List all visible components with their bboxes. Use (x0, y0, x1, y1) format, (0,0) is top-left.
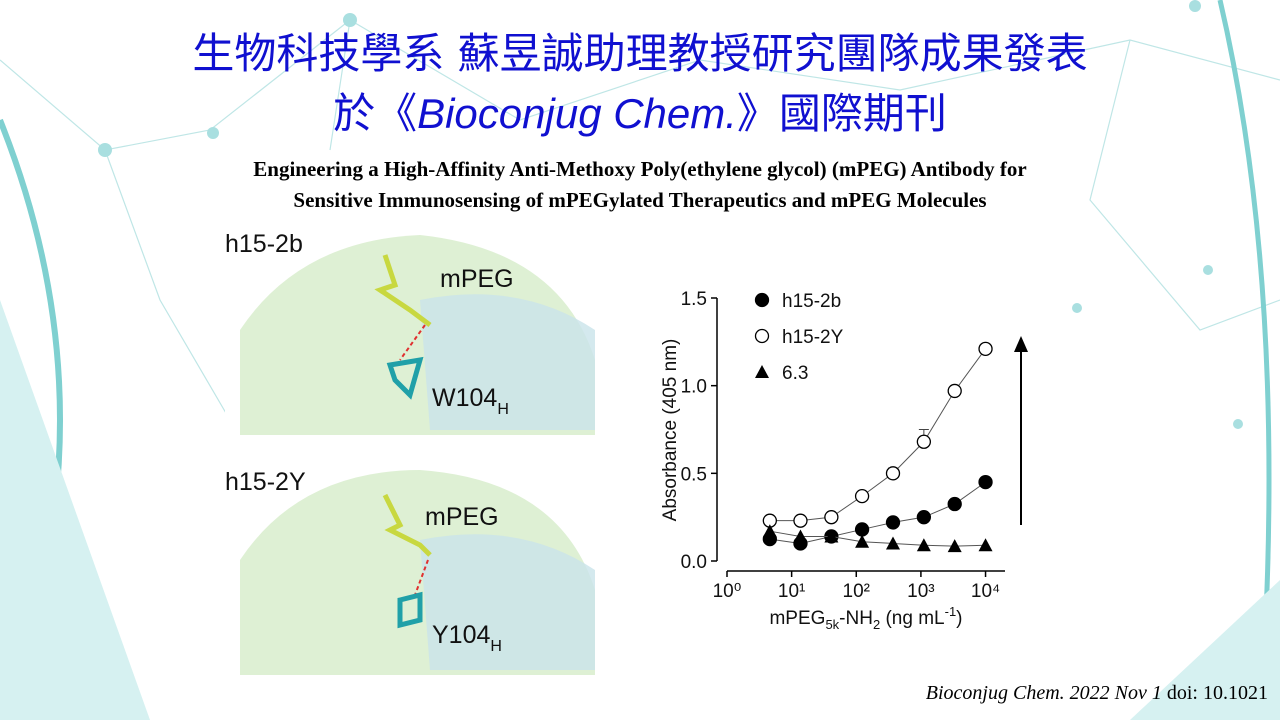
ligand-label: mPEG (425, 503, 499, 531)
marker (978, 538, 993, 552)
marker (854, 488, 870, 504)
marker (947, 496, 962, 512)
citation-date: 2022 Nov 1 (1070, 682, 1162, 704)
residue-subscript: H (490, 638, 502, 655)
y-tick-label: 1.0 (681, 377, 707, 398)
series-line (769, 530, 986, 547)
marker (824, 510, 839, 525)
marker (978, 474, 993, 490)
y-tick-label: 0.5 (681, 464, 707, 485)
legend-label: h15-2b (782, 291, 841, 312)
x-tick-label: 10⁴ (971, 581, 1000, 602)
citation: Bioconjug Chem. 2022 Nov 1 doi: 10.1021 (926, 682, 1268, 704)
subtitle-line: Engineering a High-Affinity Anti-Methoxy… (253, 157, 1026, 181)
trend-arrow (1014, 336, 1028, 525)
marker (885, 515, 901, 530)
x-tick-label: 10³ (907, 581, 934, 602)
x-tick-label: 10¹ (778, 581, 805, 602)
title-line: 於《Bioconjug Chem.》國際期刊 (333, 89, 947, 138)
marker (885, 466, 901, 481)
legend-label: h15-2Y (782, 327, 844, 348)
residue: W104 (432, 384, 497, 412)
citation-journal: Bioconjug Chem. (926, 682, 1065, 704)
title-text: 於《 (333, 89, 417, 138)
structure-label: h15-2b (225, 230, 303, 258)
y-tick-label: 1.5 (681, 289, 707, 310)
x-label-part: mPEG (769, 608, 825, 629)
marker (855, 534, 870, 548)
x-label-part: ) (956, 608, 962, 629)
marker (916, 538, 931, 552)
x-axis-label: mPEG5k-NH2 (ng mL-1) (769, 604, 962, 632)
legend-label: 6.3 (782, 363, 808, 384)
residue: Y104 (432, 621, 490, 649)
x-label-part: 2 (873, 617, 880, 632)
y-axis-label: Absorbance (405 nm) (660, 339, 681, 522)
x-label-part: 5k (825, 617, 839, 632)
marker (793, 513, 808, 528)
citation-doi: doi: 10.1021 (1167, 682, 1268, 704)
marker (978, 341, 993, 356)
marker (762, 524, 777, 538)
x-label-part: -1 (945, 604, 957, 619)
marker (885, 536, 900, 550)
x-tick-label: 10⁰ (713, 581, 742, 602)
residue-label: W104H (432, 384, 509, 418)
marker (793, 529, 808, 543)
marker (824, 529, 839, 543)
legend-marker (754, 328, 770, 344)
residue-label: Y104H (432, 621, 502, 655)
title-journal: Bioconjug Chem. (417, 90, 737, 137)
subtitle-line: Sensitive Immunosensing of mPEGylated Th… (293, 188, 986, 212)
marker (916, 510, 932, 525)
marker (854, 522, 870, 537)
structure-label: h15-2Y (225, 468, 306, 496)
title-text: 》國際期刊 (737, 89, 947, 138)
x-label-part: -NH (839, 608, 873, 629)
y-tick-label: 0.0 (681, 552, 707, 573)
x-tick-label: 10² (843, 581, 870, 602)
marker (947, 383, 962, 399)
legend-marker (754, 292, 770, 308)
x-label-part: (ng mL (880, 608, 944, 629)
residue-subscript: H (497, 401, 509, 418)
ligand-label: mPEG (440, 265, 514, 293)
marker (916, 434, 932, 449)
legend-marker (755, 365, 769, 378)
structure-illustrations (240, 235, 595, 675)
title-line: 生物科技學系 蘇昱誠助理教授研究團隊成果發表 (192, 29, 1087, 78)
marker (947, 539, 962, 553)
